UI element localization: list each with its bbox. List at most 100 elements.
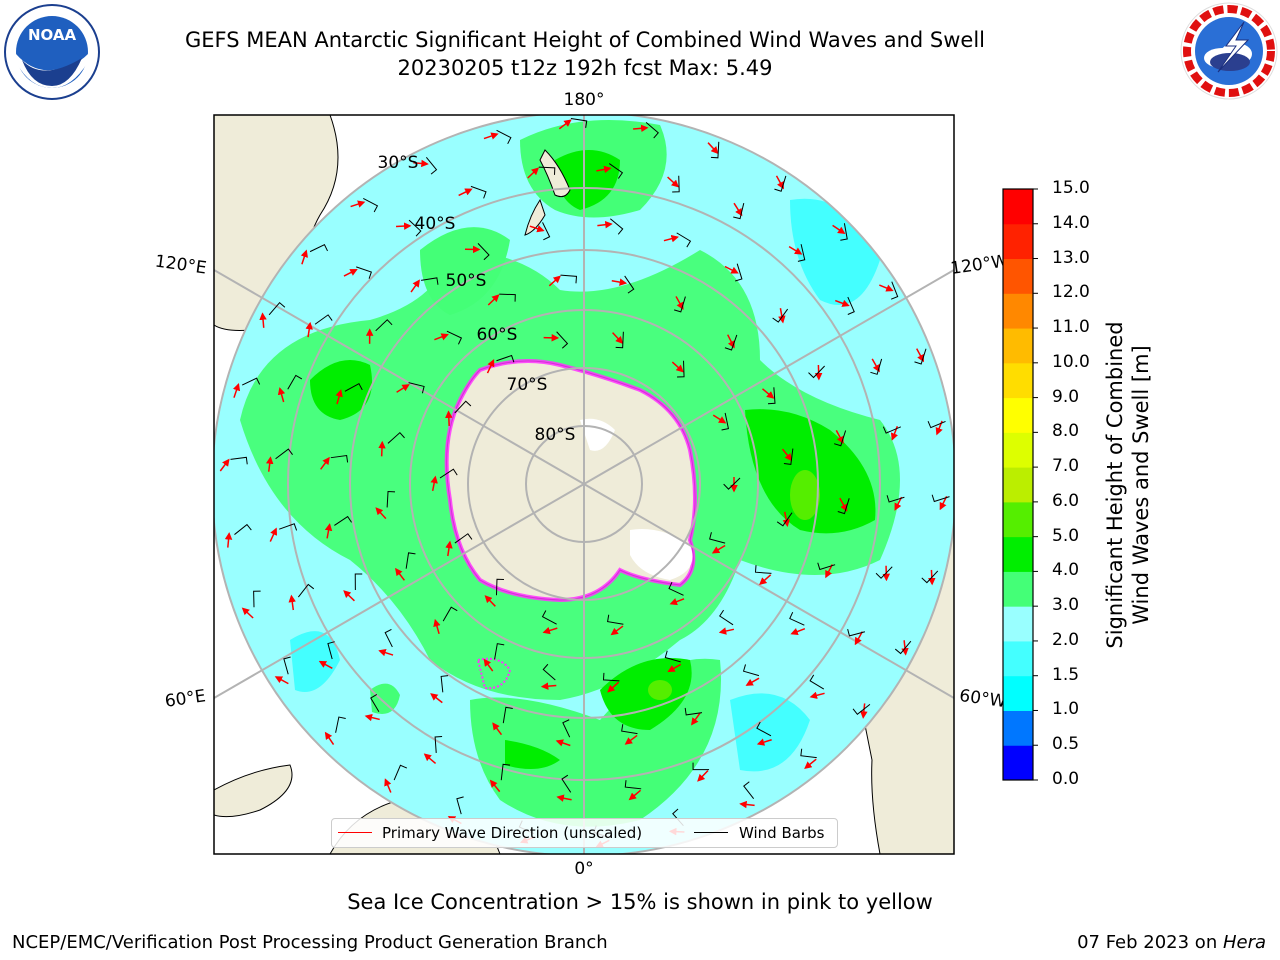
colorbar-segment bbox=[1003, 467, 1033, 503]
wave-direction-arrow bbox=[804, 758, 817, 769]
wave-direction-arrow bbox=[835, 430, 844, 445]
wave-direction-arrow bbox=[343, 269, 358, 277]
wave-direction-arrow bbox=[384, 778, 392, 793]
wave-direction-arrow bbox=[832, 224, 846, 235]
wind-barb bbox=[882, 426, 902, 434]
wind-barb bbox=[446, 330, 463, 345]
map-frame bbox=[213, 114, 955, 855]
colorbar-tick-label: 13.0 bbox=[1052, 247, 1090, 268]
wave-direction-arrow bbox=[854, 631, 863, 646]
wind-barb bbox=[756, 721, 772, 737]
wind-barb bbox=[809, 674, 825, 690]
wind-barb bbox=[754, 565, 772, 574]
colorbar-tick-label: 3.0 bbox=[1052, 595, 1080, 616]
colorbar-segment bbox=[1003, 640, 1033, 677]
wave-direction-arrow bbox=[430, 475, 438, 492]
wind-barb bbox=[420, 277, 439, 285]
wave-direction-arrow bbox=[835, 299, 850, 307]
wave-direction-arrow bbox=[492, 722, 503, 736]
caption: Sea Ice Concentration > 15% is shown in … bbox=[347, 890, 933, 914]
wind-barb bbox=[847, 628, 866, 637]
wind-barb bbox=[230, 456, 248, 465]
lat-label-30s: 30°S bbox=[378, 153, 419, 173]
colorbar-segment bbox=[1003, 606, 1033, 642]
wave-direction-arrow bbox=[548, 275, 561, 287]
wave-direction-arrow bbox=[611, 278, 628, 286]
wave-direction-arrow bbox=[324, 523, 333, 539]
wind-barb bbox=[772, 308, 789, 323]
map-legend: Primary Wave Direction (unscaled) Wind B… bbox=[331, 818, 838, 848]
wind-barb bbox=[833, 430, 847, 447]
wave-direction-arrow bbox=[675, 296, 684, 310]
wave-direction-arrow bbox=[718, 627, 735, 635]
wave-direction-arrow bbox=[324, 731, 335, 745]
lon-label-60w: 60°W bbox=[958, 686, 1007, 712]
wind-barb bbox=[556, 331, 569, 349]
wind-barb bbox=[927, 420, 946, 429]
wave-direction-arrow bbox=[894, 496, 903, 511]
legend-wind-line bbox=[694, 832, 728, 833]
wind-barb bbox=[499, 293, 516, 302]
wave-direction-arrow bbox=[781, 448, 793, 462]
wind-barb bbox=[723, 477, 741, 490]
wave-direction-arrow bbox=[305, 321, 313, 338]
wind-barb bbox=[774, 175, 787, 192]
wave-direction-arrow bbox=[445, 410, 453, 426]
colorbar-segment bbox=[1003, 223, 1033, 260]
wave-direction-arrow bbox=[556, 794, 572, 802]
colorbar-tick-label: 7.0 bbox=[1052, 456, 1080, 477]
wind-barb bbox=[538, 166, 556, 175]
wave-direction-arrow bbox=[775, 175, 784, 190]
colorbar-segment bbox=[1003, 710, 1033, 746]
wind-barb bbox=[742, 664, 760, 677]
wave-direction-arrow bbox=[871, 358, 880, 373]
wave-direction-arrow bbox=[667, 176, 680, 188]
wave-direction-arrow bbox=[712, 414, 727, 424]
wave-direction-arrow bbox=[350, 200, 366, 208]
wave-direction-arrow bbox=[697, 770, 709, 782]
colorbar-frame bbox=[1002, 188, 1034, 781]
wave-direction-arrow bbox=[445, 540, 453, 557]
wave-direction-arrow bbox=[607, 681, 620, 693]
wind-barb bbox=[363, 197, 379, 213]
wind-barb bbox=[561, 774, 572, 793]
wave-direction-arrow bbox=[430, 693, 443, 704]
colorbar-tick-label: 0.0 bbox=[1052, 769, 1080, 789]
wind-barb bbox=[393, 764, 408, 781]
colorbar-tick-label: 4.0 bbox=[1052, 560, 1080, 581]
wind-barb bbox=[645, 122, 659, 139]
wind-barb bbox=[875, 566, 893, 579]
wave-direction-arrow bbox=[219, 458, 230, 472]
land-new-zealand bbox=[524, 149, 571, 236]
wave-direction-arrow bbox=[343, 590, 355, 602]
lon-label-120w: 120°W bbox=[949, 251, 1009, 279]
wave-direction-arrow bbox=[483, 658, 494, 672]
nws-logo bbox=[1180, 2, 1278, 100]
wind-barb bbox=[672, 175, 680, 193]
wave-direction-arrow bbox=[612, 332, 624, 344]
wave-direction-arrow bbox=[782, 511, 790, 528]
wind-barb bbox=[767, 387, 776, 405]
wind-barb bbox=[253, 590, 261, 608]
wind-barb bbox=[921, 570, 939, 584]
wind-barb bbox=[241, 377, 261, 386]
wind-barb bbox=[710, 141, 720, 159]
vector-field bbox=[219, 118, 950, 848]
wind-barb bbox=[234, 523, 252, 535]
wind-barb bbox=[668, 581, 684, 596]
wind-barb bbox=[439, 468, 458, 479]
lat-label-40s: 40°S bbox=[415, 214, 456, 234]
wave-direction-arrow bbox=[707, 142, 719, 155]
wind-barb bbox=[283, 656, 291, 675]
colorbar-segment bbox=[1003, 536, 1033, 572]
wave-direction-arrow bbox=[259, 312, 267, 328]
wind-barb bbox=[287, 374, 303, 390]
wind-barb bbox=[541, 610, 557, 625]
wave-direction-arrow bbox=[265, 456, 274, 472]
wave-direction-arrow bbox=[825, 564, 833, 579]
wave-direction-arrow bbox=[375, 507, 387, 520]
wind-barb bbox=[542, 663, 556, 681]
wave-direction-arrow bbox=[288, 594, 296, 611]
wind-barb bbox=[279, 523, 298, 531]
wave-direction-arrow bbox=[542, 626, 558, 635]
